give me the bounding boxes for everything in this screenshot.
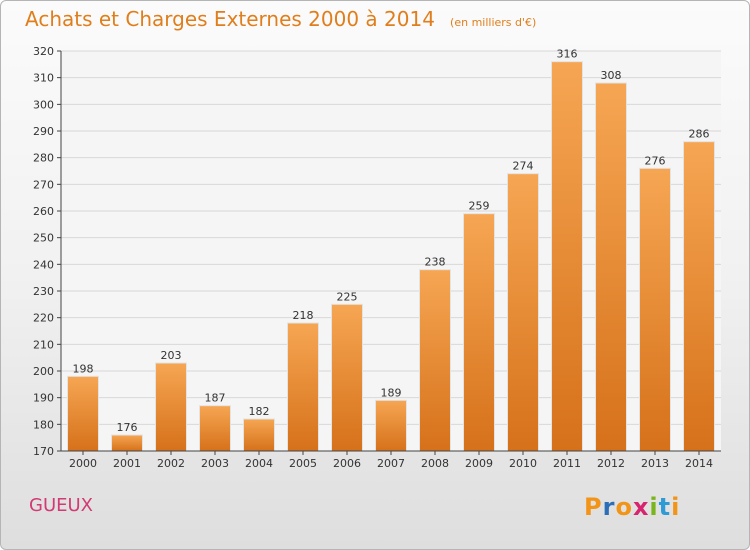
- bar: [507, 173, 539, 452]
- data-label: 259: [469, 200, 490, 213]
- commune-name: GUEUX: [29, 495, 94, 516]
- axis-layer: 170 180 190 200 210 220 230 240 250 260 270 280 290 3…: [33, 45, 721, 470]
- logo-letter: i: [671, 493, 681, 521]
- data-label: 274: [513, 160, 534, 173]
- bar-layer: [67, 61, 715, 452]
- y-tick-label: 240: [33, 258, 54, 271]
- logo-letter: P: [584, 493, 603, 521]
- logo-letter: r: [602, 493, 616, 521]
- logo-letter: x: [632, 493, 650, 521]
- bar: [463, 213, 495, 452]
- bar: [287, 322, 319, 452]
- x-tick-label: 2004: [245, 457, 273, 470]
- y-tick-label: 270: [33, 178, 54, 191]
- data-label: 238: [425, 256, 446, 269]
- bar: [243, 418, 275, 452]
- data-label: 316: [557, 48, 578, 61]
- x-tick-label: 2005: [289, 457, 317, 470]
- bar: [595, 82, 627, 452]
- proxiti-logo: Proxiti: [584, 493, 680, 521]
- bar: [331, 303, 363, 452]
- data-label: 218: [293, 309, 314, 322]
- data-label: 225: [337, 290, 358, 303]
- bar: [111, 434, 143, 452]
- data-label: 187: [205, 392, 226, 405]
- y-tick-label: 210: [33, 338, 54, 351]
- x-tick-label: 2011: [553, 457, 581, 470]
- bar: [199, 405, 231, 452]
- bar: [419, 269, 451, 452]
- y-tick-label: 260: [33, 205, 54, 218]
- y-tick-label: 170: [33, 445, 54, 458]
- x-tick-label: 2002: [157, 457, 185, 470]
- data-label: 198: [73, 362, 94, 375]
- x-tick-label: 2001: [113, 457, 141, 470]
- y-tick-label: 190: [33, 392, 54, 405]
- logo-letter: t: [658, 493, 672, 521]
- x-tick-label: 2012: [597, 457, 625, 470]
- logo-letter: o: [615, 493, 633, 521]
- bar: [155, 362, 187, 452]
- data-label: 182: [249, 405, 270, 418]
- x-tick-label: 2010: [509, 457, 537, 470]
- chart-title: Achats et Charges Externes 2000 à 2014 (…: [25, 7, 536, 31]
- x-tick-label: 2006: [333, 457, 361, 470]
- y-tick-label: 220: [33, 312, 54, 325]
- x-tick-label: 2013: [641, 457, 669, 470]
- x-tick-label: 2003: [201, 457, 229, 470]
- data-label: 203: [161, 349, 182, 362]
- x-tick-label: 2014: [685, 457, 713, 470]
- data-label: 308: [601, 69, 622, 82]
- y-tick-label: 250: [33, 232, 54, 245]
- bar: [683, 141, 715, 452]
- bar: [67, 375, 99, 452]
- x-tick-label: 2008: [421, 457, 449, 470]
- x-tick-label: 2007: [377, 457, 405, 470]
- y-tick-label: 310: [33, 72, 54, 85]
- data-label: 276: [645, 154, 666, 167]
- data-label: 189: [381, 386, 402, 399]
- logo-letter: i: [649, 493, 659, 521]
- y-tick-label: 300: [33, 98, 54, 111]
- bar: [375, 399, 407, 452]
- data-label: 176: [117, 421, 138, 434]
- y-tick-label: 180: [33, 418, 54, 431]
- y-tick-label: 230: [33, 285, 54, 298]
- chart-title-main: Achats et Charges Externes 2000 à 2014: [25, 7, 435, 31]
- x-tick-label: 2009: [465, 457, 493, 470]
- data-label: 286: [689, 128, 710, 141]
- bar: [639, 167, 671, 452]
- y-tick-label: 290: [33, 125, 54, 138]
- x-tick-label: 2000: [69, 457, 97, 470]
- chart-subtitle: (en milliers d'€): [450, 16, 537, 29]
- y-tick-label: 200: [33, 365, 54, 378]
- y-tick-label: 320: [33, 45, 54, 58]
- y-tick-label: 280: [33, 152, 54, 165]
- bar: [551, 61, 583, 452]
